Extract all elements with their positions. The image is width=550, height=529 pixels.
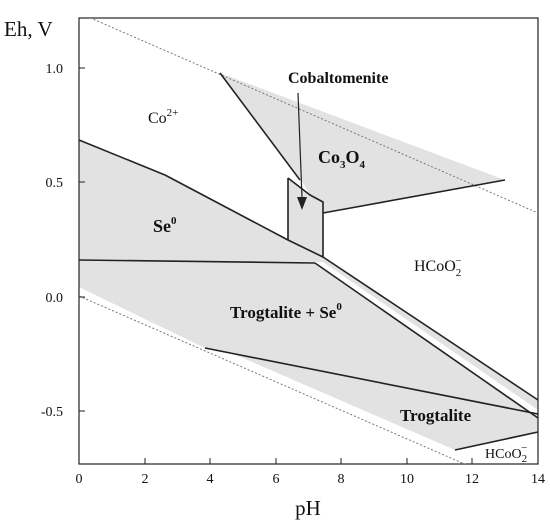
- trogtalite-upper-boundary: [204, 347, 539, 415]
- x-tick-label: 2: [142, 472, 149, 487]
- se0-diagonal-upper: [322, 256, 539, 401]
- x-tick-label: 10: [400, 472, 414, 487]
- y-tick-label: 0.5: [46, 176, 64, 191]
- se0-lower-boundary: [78, 259, 316, 264]
- cobaltomenite-arrow: [297, 92, 307, 210]
- x-tick-label: 14: [531, 472, 545, 487]
- hcoo2-lower-boundary: [454, 431, 539, 451]
- label-co2plus: Co2+: [148, 107, 178, 127]
- boundary-lines: [78, 72, 539, 451]
- plot-frame: [78, 17, 539, 465]
- label-cobaltomenite: Cobaltomenite: [288, 70, 388, 87]
- x-axis-title: pH: [295, 496, 321, 520]
- x-tick-labels: 0 2 4 6 8 10 12 14: [76, 472, 546, 487]
- se0-upper-boundary: [78, 139, 289, 241]
- co3o4-left-boundary: [219, 72, 301, 181]
- tick-marks: [78, 67, 539, 464]
- cobaltomenite-boundary: [287, 177, 324, 258]
- y-tick-label: 0.0: [46, 291, 64, 306]
- x-tick-label: 6: [273, 472, 280, 487]
- x-tick-label: 8: [338, 472, 345, 487]
- label-co3o4: Co3O4: [318, 147, 366, 171]
- co3o4-lower-boundary: [322, 179, 506, 214]
- label-hcoo2-upper: HCoO2−: [414, 255, 462, 279]
- y-tick-labels: 1.0 0.5 0.0 -0.5: [41, 62, 63, 420]
- label-trogtalite-se0: Trogtalite + Se0: [230, 301, 342, 322]
- label-se0: Se0: [153, 215, 177, 236]
- trogtalite-region: [79, 287, 538, 450]
- se0-region: [79, 140, 538, 410]
- stability-regions: [79, 73, 538, 450]
- y-tick-label: -0.5: [41, 405, 63, 420]
- x-tick-label: 4: [207, 472, 214, 487]
- label-trogtalite: Trogtalite: [400, 406, 472, 425]
- trogtalite-se0-region: [79, 260, 538, 420]
- y-tick-label: 1.0: [46, 62, 64, 77]
- upper-water-limit: [89, 18, 538, 214]
- lower-water-limit: [79, 295, 466, 464]
- x-tick-label: 12: [465, 472, 479, 487]
- y-axis-title: Eh, V: [4, 17, 53, 41]
- co3o4-region: [220, 73, 505, 213]
- label-hcoo2-lower: HCoO2−: [485, 442, 527, 465]
- se0-diagonal-lower: [314, 262, 539, 419]
- x-tick-label: 0: [76, 472, 83, 487]
- water-limits: [79, 18, 538, 464]
